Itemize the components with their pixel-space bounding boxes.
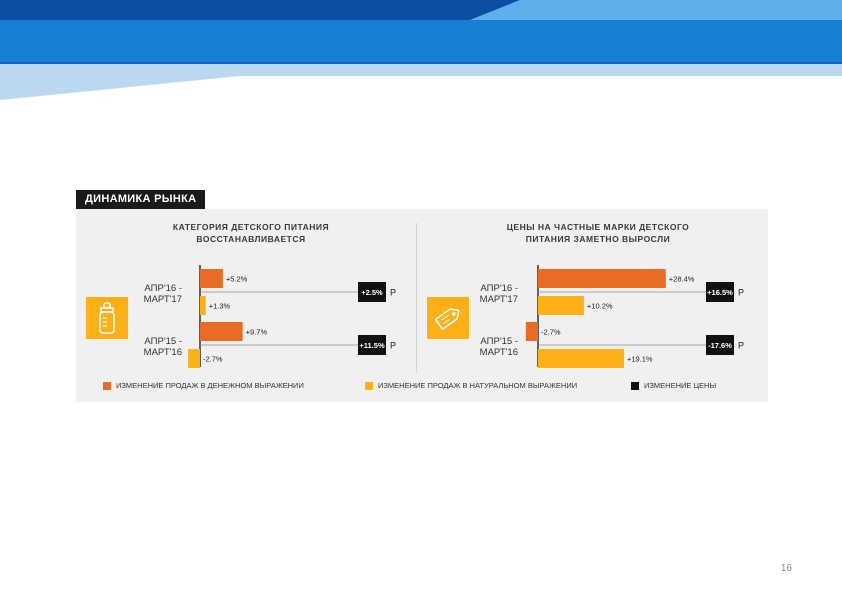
left-price-unit: Р <box>390 288 396 298</box>
panel-title-left: КАТЕГОРИЯ ДЕТСКОГО ПИТАНИЯ ВОССТАНАВЛИВА… <box>121 221 381 245</box>
right-category-label-line2: МАРТ'17 <box>480 294 518 305</box>
panel-title-left-line2: ВОССТАНАВЛИВАЕТСЯ <box>196 234 306 244</box>
right-data-label: +28.4% <box>669 275 695 284</box>
legend-item-price: ИЗМЕНЕНИЕ ЦЕНЫ <box>631 381 716 390</box>
right-data-label: -2.7% <box>541 328 561 337</box>
right-category-label-line1: АПР'15 - <box>480 336 518 347</box>
left-category-label-line1: АПР'15 - <box>144 336 182 347</box>
left-price-label: +11.5% <box>359 341 385 350</box>
right-data-label: +19.1% <box>627 355 653 364</box>
legend-item-money: ИЗМЕНЕНИЕ ПРОДАЖ В ДЕНЕЖНОМ ВЫРАЖЕНИИ <box>103 381 304 390</box>
left-bar <box>200 322 243 341</box>
price-tag-icon <box>427 297 469 339</box>
right-price-box <box>706 335 734 355</box>
right-data-label: +10.2% <box>587 302 613 311</box>
left-price-unit: Р <box>390 341 396 351</box>
legend-label-money: ИЗМЕНЕНИЕ ПРОДАЖ В ДЕНЕЖНОМ ВЫРАЖЕНИИ <box>116 381 304 390</box>
right-bar <box>538 269 666 288</box>
right-category-label-line2: МАРТ'16 <box>480 347 518 358</box>
right-bar <box>525 322 538 341</box>
panel-title-right: ЦЕНЫ НА ЧАСТНЫЕ МАРКИ ДЕТСКОГО ПИТАНИЯ З… <box>468 221 728 245</box>
right-price-unit: Р <box>738 288 744 298</box>
card-title: ДИНАМИКА РЫНКА <box>76 190 206 209</box>
legend-label-units: ИЗМЕНЕНИЕ ПРОДАЖ В НАТУРАЛЬНОМ ВЫРАЖЕНИИ <box>378 381 578 390</box>
chart-card: КАТЕГОРИЯ ДЕТСКОГО ПИТАНИЯ ВОССТАНАВЛИВА… <box>76 209 768 402</box>
left-price-label: +2.5% <box>361 288 383 297</box>
legend-swatch-price <box>631 381 639 390</box>
left-bar <box>200 296 206 315</box>
legend-label-price: ИЗМЕНЕНИЕ ЦЕНЫ <box>644 381 717 390</box>
legend-swatch-units <box>365 381 373 390</box>
chart-panel-right: АПР'16 -МАРТ'17 +28.4% +10.2% +16.5% Р АПР'15… <box>480 265 744 368</box>
right-bar <box>538 296 584 315</box>
left-category-label-line2: МАРТ'16 <box>144 347 182 358</box>
right-category-label-line1: АПР'16 - <box>480 283 518 294</box>
left-price-box <box>358 335 386 355</box>
left-data-label: +9.7% <box>246 328 268 337</box>
legend-item-units: ИЗМЕНЕНИЕ ПРОДАЖ В НАТУРАЛЬНОМ ВЫРАЖЕНИИ <box>365 381 577 390</box>
left-data-label: +5.2% <box>226 275 248 284</box>
right-bar <box>538 349 624 368</box>
panel-divider <box>416 223 417 373</box>
left-category-label-line2: МАРТ'17 <box>144 294 182 305</box>
left-price-box <box>358 282 386 302</box>
page-number: 16 <box>780 563 792 574</box>
right-price-label: +16.5% <box>707 288 733 297</box>
slide-header-banner <box>0 0 842 100</box>
chart-panel-left: АПР'16 -МАРТ'17 +5.2% +1.3% +2.5% Р АПР'15 -М… <box>144 265 396 368</box>
panel-title-left-line1: КАТЕГОРИЯ ДЕТСКОГО ПИТАНИЯ <box>172 222 330 232</box>
legend-swatch-money <box>103 381 111 390</box>
left-bar <box>200 269 223 288</box>
panel-title-right-line1: ЦЕНЫ НА ЧАСТНЫЕ МАРКИ ДЕТСКОГО <box>506 222 690 232</box>
right-price-label: -17.6% <box>708 341 732 350</box>
panel-title-right-line2: ПИТАНИЯ ЗАМЕТНО ВЫРОСЛИ <box>525 234 671 244</box>
left-data-label: -2.7% <box>203 355 223 364</box>
right-price-unit: Р <box>738 341 744 351</box>
left-category-label-line1: АПР'16 - <box>144 283 182 294</box>
right-price-box <box>706 282 734 302</box>
left-data-label: +1.3% <box>209 302 231 311</box>
chart-legend: ИЗМЕНЕНИЕ ПРОДАЖ В ДЕНЕЖНОМ ВЫРАЖЕНИИ ИЗ… <box>103 381 763 395</box>
baby-bottle-icon <box>86 297 128 339</box>
left-bar <box>188 349 200 368</box>
